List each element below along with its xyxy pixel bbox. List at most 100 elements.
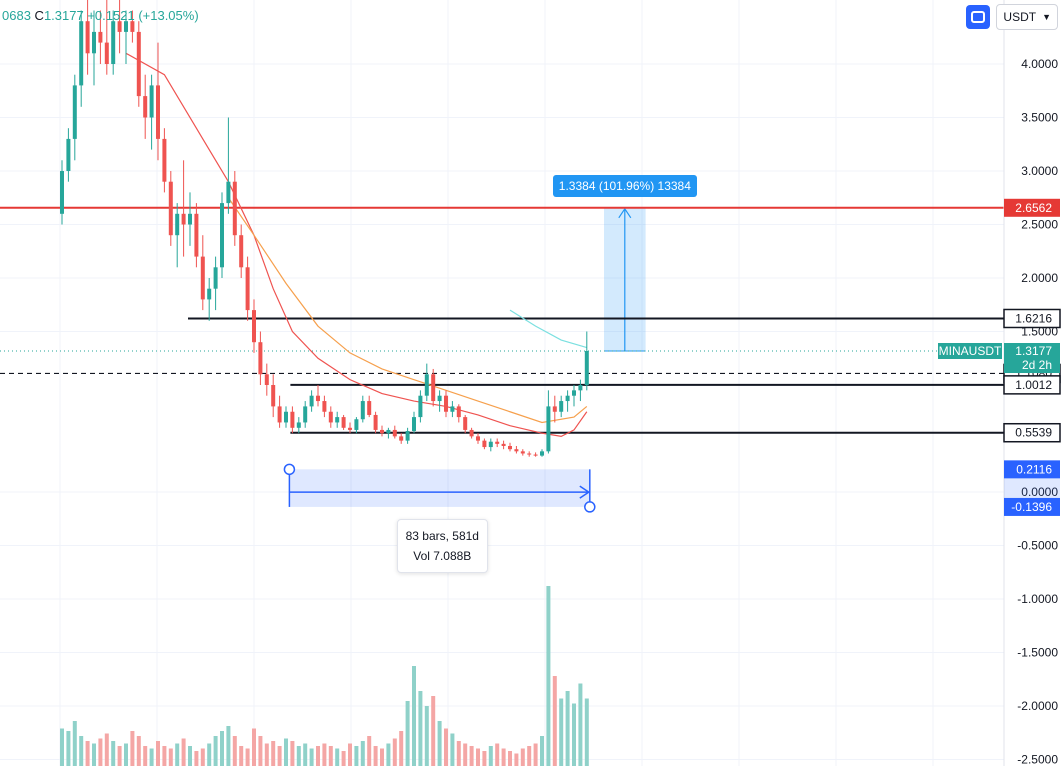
candle-body (565, 395, 570, 402)
volume-bar (124, 743, 128, 766)
candle-body (431, 374, 436, 402)
volume-bar (322, 743, 327, 766)
candle-body (316, 395, 320, 402)
horizontal-lines[interactable] (0, 206, 1004, 434)
volume-bar (104, 733, 109, 766)
candle-body (130, 21, 135, 32)
date-range-bars: 83 bars, 581d (405, 528, 479, 543)
date-range-arrow-head (579, 485, 591, 499)
candle-body (175, 213, 180, 236)
candle-body (149, 85, 154, 118)
candle-body (392, 429, 397, 437)
volume-bar (565, 691, 570, 766)
price-tick-label: 0.0000 (1021, 485, 1058, 499)
volume-bar (501, 748, 506, 766)
volume-bar (220, 731, 224, 766)
candle-body (520, 451, 525, 454)
candle-body (136, 31, 141, 97)
volume-bar (175, 743, 180, 766)
volume-bar (226, 726, 231, 766)
candle-body (373, 414, 378, 430)
candle-body (143, 96, 148, 118)
volume-bar (508, 751, 512, 766)
candle-body (386, 429, 391, 434)
volume-bar (245, 748, 250, 766)
volume-bar (290, 741, 295, 766)
tag-range-fill (1004, 478, 1060, 498)
candle-body (546, 406, 551, 452)
legend-change-pct: (+13.05%) (138, 8, 199, 23)
volume-bar (559, 698, 564, 766)
candle-body (245, 267, 250, 311)
volume-bar (418, 691, 423, 766)
top-right-toolbar: USDT ▼ (966, 4, 1058, 30)
volume-bar (392, 738, 397, 766)
candle-body (540, 451, 544, 456)
volume-bar (328, 746, 333, 766)
candle-body (501, 443, 506, 446)
candle-body (514, 449, 519, 452)
currency-select[interactable]: USDT ▼ (996, 4, 1058, 30)
price-tick-label: 3.0000 (1021, 164, 1058, 178)
tag-range-top-bg (1004, 460, 1060, 479)
volume-bar (162, 746, 167, 766)
candle-body (328, 411, 333, 423)
candle-body (85, 21, 90, 54)
compare-button[interactable] (966, 5, 991, 29)
volume-bar (488, 746, 493, 766)
candle-body (405, 431, 410, 441)
candle-body (239, 235, 244, 268)
volume-bar (431, 696, 436, 766)
tag-0.5539-bg (1004, 423, 1060, 442)
volume-bar (239, 746, 244, 766)
volume-bar (136, 736, 141, 766)
candle-body (476, 436, 480, 441)
volume-bar (188, 746, 192, 766)
candle-body (303, 406, 308, 423)
candle-body (552, 406, 557, 412)
volume-bar (213, 736, 218, 766)
volume-bar (572, 703, 576, 766)
candle-body (482, 440, 487, 448)
volume-bar (552, 676, 557, 766)
ma-orange-line (227, 197, 588, 424)
volume-bar (540, 736, 544, 766)
volume-bar (264, 743, 269, 766)
candle-body (271, 385, 276, 407)
candle-body (207, 288, 212, 300)
tag-1.0012: 1.0012 (1015, 378, 1052, 392)
tag-range-bottom: -0.1396 (1011, 500, 1052, 514)
volume-bar (232, 736, 237, 766)
volume-bar (168, 748, 173, 766)
candle-body (418, 395, 423, 418)
volume-bar (463, 743, 468, 766)
volume-bar (335, 748, 340, 766)
volume-bar (412, 666, 416, 766)
symbol-price-bg (1004, 343, 1060, 374)
ohlc-legend: 0683 C1.3177 +0.1521 (+13.05%) (2, 8, 199, 23)
date-range-tool[interactable] (283, 463, 596, 513)
volume-bar (476, 748, 480, 766)
candle-body (322, 401, 327, 412)
price-tick-label: -1.0000 (1017, 592, 1058, 606)
volume-bar (495, 743, 500, 766)
price-range-tool[interactable] (604, 207, 646, 352)
volume-bar (367, 736, 372, 766)
candle-body (335, 417, 340, 423)
volume-bar (360, 741, 365, 766)
candle-body (117, 21, 122, 32)
volume-bar (380, 748, 384, 766)
price-tick-label: -1.5000 (1017, 646, 1058, 660)
volume-bar (316, 746, 320, 766)
candle-body (437, 395, 442, 402)
candle-body (226, 181, 231, 204)
volume-bar (194, 751, 199, 766)
candle-body (572, 390, 576, 396)
volume-bar (520, 748, 525, 766)
volume-bar (527, 746, 532, 766)
volume-bar (277, 746, 282, 766)
volume-bar (341, 751, 346, 766)
volume-bar (181, 738, 186, 766)
volume-bar (72, 721, 77, 766)
